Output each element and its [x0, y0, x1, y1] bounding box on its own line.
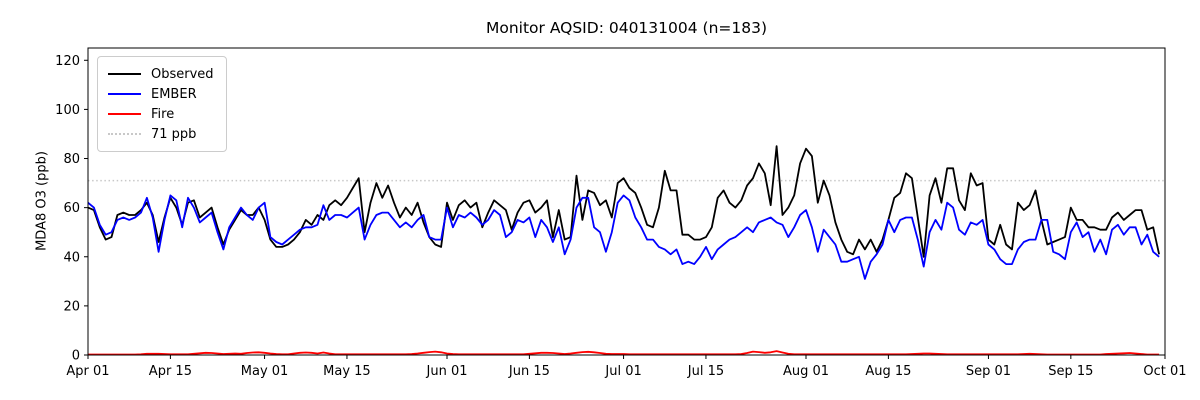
y-tick-label: 120 — [55, 54, 80, 69]
legend-item: EMBER — [108, 84, 214, 104]
legend-label: Fire — [151, 106, 175, 122]
legend-line-sample — [108, 73, 141, 75]
x-tick-label: Jul 15 — [687, 364, 724, 379]
plot-border — [87, 47, 1166, 356]
ember-line — [87, 194, 1160, 280]
x-tick-label: Apr 01 — [66, 364, 109, 379]
x-tick-label: Apr 15 — [149, 364, 192, 379]
y-tick-label: 80 — [63, 152, 80, 167]
legend-line-sample — [108, 133, 141, 135]
legend-item: Fire — [108, 104, 214, 124]
x-tick-label: Oct 01 — [1143, 364, 1186, 379]
x-tick-label: Jun 01 — [426, 364, 468, 379]
y-tick-label: 60 — [63, 201, 80, 216]
legend-label: EMBER — [151, 86, 197, 102]
legend: Observed EMBER Fire 71 ppb — [97, 56, 227, 152]
legend-line-sample — [108, 113, 141, 115]
legend-item: Observed — [108, 64, 214, 84]
x-tick-label: Jun 15 — [508, 364, 550, 379]
x-tick-label: Aug 15 — [865, 364, 911, 379]
y-tick-label: 40 — [63, 250, 80, 265]
legend-line-sample — [108, 93, 141, 95]
x-tick-label: May 01 — [241, 364, 289, 379]
fire-line — [88, 350, 1160, 356]
x-tick-label: Aug 01 — [783, 364, 829, 379]
x-tick-label: Sep 01 — [966, 364, 1011, 379]
observed-line — [87, 145, 1160, 258]
chart-title: Monitor AQSID: 040131004 (n=183) — [485, 19, 768, 37]
legend-item: 71 ppb — [108, 124, 214, 144]
legend-label: Observed — [151, 66, 214, 82]
x-tick-label: Sep 15 — [1048, 364, 1093, 379]
y-tick-label: 100 — [55, 103, 80, 118]
legend-label: 71 ppb — [151, 126, 197, 142]
x-tick-label: May 15 — [323, 364, 371, 379]
x-tick-label: Jul 01 — [604, 364, 641, 379]
y-tick-label: 0 — [72, 349, 80, 364]
y-tick-label: 20 — [63, 299, 80, 314]
